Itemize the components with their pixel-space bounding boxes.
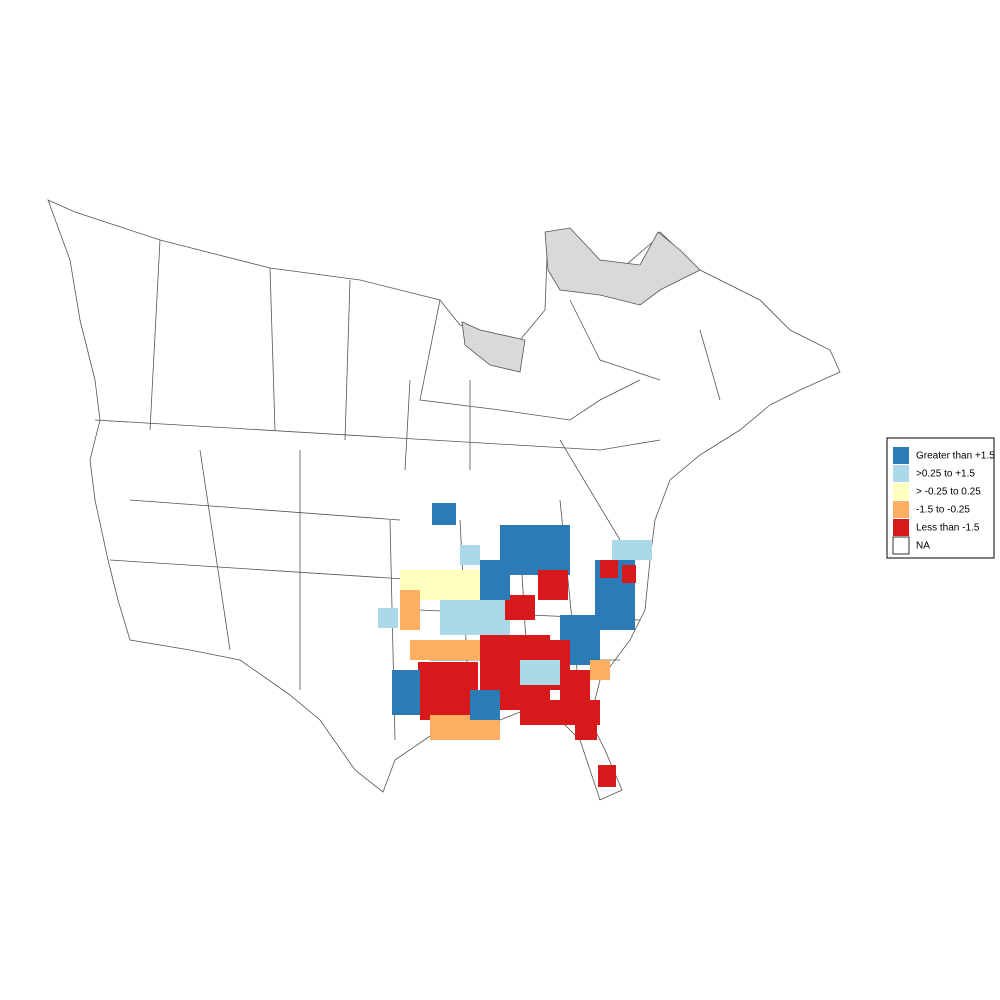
cell	[378, 608, 398, 628]
na-region	[544, 227, 701, 306]
cell	[440, 600, 510, 635]
cell	[612, 540, 652, 560]
na-region	[461, 321, 526, 373]
cell	[622, 565, 636, 583]
cell	[500, 525, 570, 575]
legend-label: NA	[916, 541, 930, 552]
cell	[590, 660, 610, 680]
cell	[598, 765, 616, 787]
cell	[538, 570, 568, 600]
occurrence-cells	[378, 503, 652, 787]
legend-items: Greater than +1.5 >0.25 to +1.5 > -0.25 to…	[892, 447, 995, 555]
cell	[600, 560, 618, 578]
cell	[400, 590, 420, 630]
legend: Greater than +1.5 >0.25 to +1.5 > -0.25 to…	[886, 437, 995, 559]
legend-swatch	[893, 483, 909, 500]
borders	[94, 239, 721, 741]
cell	[392, 670, 420, 715]
legend-label: Less than -1.5	[916, 523, 980, 534]
legend-swatch	[893, 501, 909, 518]
cell	[480, 560, 510, 600]
cell	[575, 715, 597, 740]
legend-label: >0.25 to +1.5	[916, 469, 975, 480]
land	[47, 199, 841, 801]
cell	[418, 662, 478, 692]
legend-label: -1.5 to -0.25	[916, 505, 970, 516]
legend-label: > -0.25 to 0.25	[916, 487, 981, 498]
cell	[560, 670, 590, 700]
legend-swatch	[893, 465, 909, 482]
cell	[432, 503, 456, 525]
cell	[460, 545, 480, 565]
cell	[470, 690, 500, 720]
legend-swatch	[892, 536, 910, 555]
legend-label: Greater than +1.5	[916, 451, 995, 462]
legend-swatch	[893, 519, 909, 536]
legend-swatch	[893, 447, 909, 464]
cell	[520, 660, 560, 685]
